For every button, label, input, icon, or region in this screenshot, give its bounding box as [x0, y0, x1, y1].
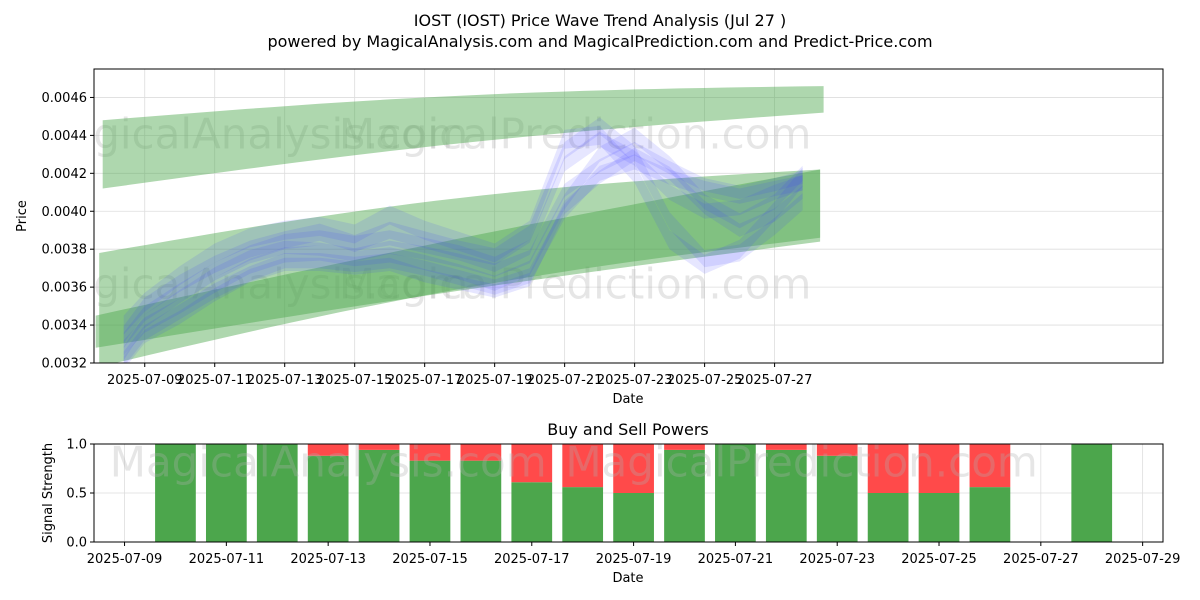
price-x-tick-label: 2025-07-13	[247, 373, 323, 388]
sell-bar	[867, 444, 909, 493]
buy-bar	[358, 449, 400, 542]
power-y-axis-label: Signal Strength	[41, 443, 56, 543]
buy-bar	[511, 482, 553, 542]
buy-sell-chart: MagicalAnalysis.com MagicalPrediction.com…	[66, 438, 1180, 568]
power-y-tick-label: 0.5	[66, 487, 87, 502]
price-x-axis-label: Date	[612, 392, 643, 407]
power-x-tick-label: 2025-07-11	[189, 552, 265, 567]
buy-bar	[409, 460, 451, 542]
price-x-tick-label: 2025-07-27	[737, 373, 813, 388]
buy-bar	[918, 493, 960, 542]
sell-bar	[562, 444, 604, 488]
sell-bar	[816, 444, 858, 456]
sell-bar	[664, 444, 705, 450]
price-wave-band	[123, 142, 803, 361]
sell-bar	[511, 444, 553, 483]
watermark-text: MagicalPrediction.com	[339, 260, 812, 309]
price-y-tick-label: 0.0038	[42, 243, 88, 258]
power-x-tick-label: 2025-07-23	[799, 552, 875, 567]
power-x-tick-label: 2025-07-25	[901, 552, 977, 567]
price-x-tick-label: 2025-07-09	[107, 373, 183, 388]
sell-bar	[307, 444, 349, 456]
power-x-axis-label: Date	[612, 571, 643, 586]
trend-band	[102, 86, 824, 189]
power-x-tick-label: 2025-07-09	[87, 552, 163, 567]
price-y-axis-label: Price	[15, 200, 30, 232]
buy-bar	[664, 449, 705, 542]
price-x-tick-label: 2025-07-15	[317, 373, 393, 388]
power-y-tick-label: 1.0	[66, 438, 87, 453]
price-x-tick-label: 2025-07-19	[457, 373, 533, 388]
buy-bar	[205, 444, 247, 542]
price-x-tick-label: 2025-07-25	[667, 373, 743, 388]
power-x-tick-label: 2025-07-29	[1105, 552, 1181, 567]
buy-bar	[1071, 444, 1113, 542]
watermark-text: MagicalPrediction.com	[339, 110, 812, 159]
price-x-tick-label: 2025-07-21	[527, 373, 603, 388]
buy-bar	[613, 493, 654, 542]
price-y-tick-label: 0.0036	[42, 281, 88, 296]
watermark-text: MagicalAnalysis.com	[110, 438, 547, 487]
price-y-tick-label: 0.0046	[42, 91, 88, 106]
price-plot-frame	[93, 68, 1164, 364]
trend-band	[95, 169, 821, 348]
price-y-tick-label: 0.0040	[42, 205, 88, 220]
sell-bar	[765, 444, 807, 450]
price-y-tick-label: 0.0044	[42, 129, 88, 144]
sell-bar	[613, 444, 654, 493]
buy-bar	[155, 444, 196, 542]
buy-bar	[307, 455, 349, 542]
power-x-tick-label: 2025-07-17	[494, 552, 570, 567]
buy-bar	[562, 487, 604, 542]
price-x-tick-label: 2025-07-23	[597, 373, 673, 388]
price-y-tick-label: 0.0042	[42, 167, 88, 182]
watermark-text: MagicalAnalysis.com	[31, 260, 468, 309]
sell-bar	[460, 444, 502, 461]
main-chart-subtitle: powered by MagicalAnalysis.com and Magic…	[267, 32, 932, 51]
buy-bar	[256, 444, 298, 542]
trend-band	[99, 169, 821, 363]
power-y-tick-label: 0.0	[66, 536, 87, 551]
price-wave-band	[123, 125, 803, 335]
sell-bar	[409, 444, 451, 461]
sell-bar	[358, 444, 400, 450]
power-x-tick-label: 2025-07-27	[1003, 552, 1079, 567]
price-y-tick-label: 0.0034	[42, 319, 88, 334]
price-x-tick-label: 2025-07-11	[177, 373, 253, 388]
buy-bar	[715, 444, 756, 542]
watermark-text: MagicalAnalysis.com	[31, 110, 468, 159]
power-x-tick-label: 2025-07-15	[392, 552, 468, 567]
power-x-tick-label: 2025-07-13	[290, 552, 366, 567]
buy-bar	[765, 449, 807, 542]
buy-bar	[969, 487, 1011, 542]
power-x-tick-label: 2025-07-19	[596, 552, 672, 567]
price-chart: MagicalAnalysis.comMagicalPrediction.com…	[31, 68, 1164, 388]
price-y-tick-label: 0.0032	[42, 357, 88, 372]
power-x-tick-label: 2025-07-21	[698, 552, 774, 567]
sell-bar	[918, 444, 960, 493]
buy-sell-chart-title: Buy and Sell Powers	[547, 420, 709, 439]
sell-bar	[969, 444, 1011, 488]
buy-bar	[460, 460, 502, 542]
main-chart-title: IOST (IOST) Price Wave Trend Analysis (J…	[414, 11, 786, 30]
buy-bar	[816, 455, 858, 542]
buy-bar	[867, 493, 909, 542]
watermark-text: MagicalPrediction.com	[565, 438, 1038, 487]
price-x-tick-label: 2025-07-17	[387, 373, 463, 388]
